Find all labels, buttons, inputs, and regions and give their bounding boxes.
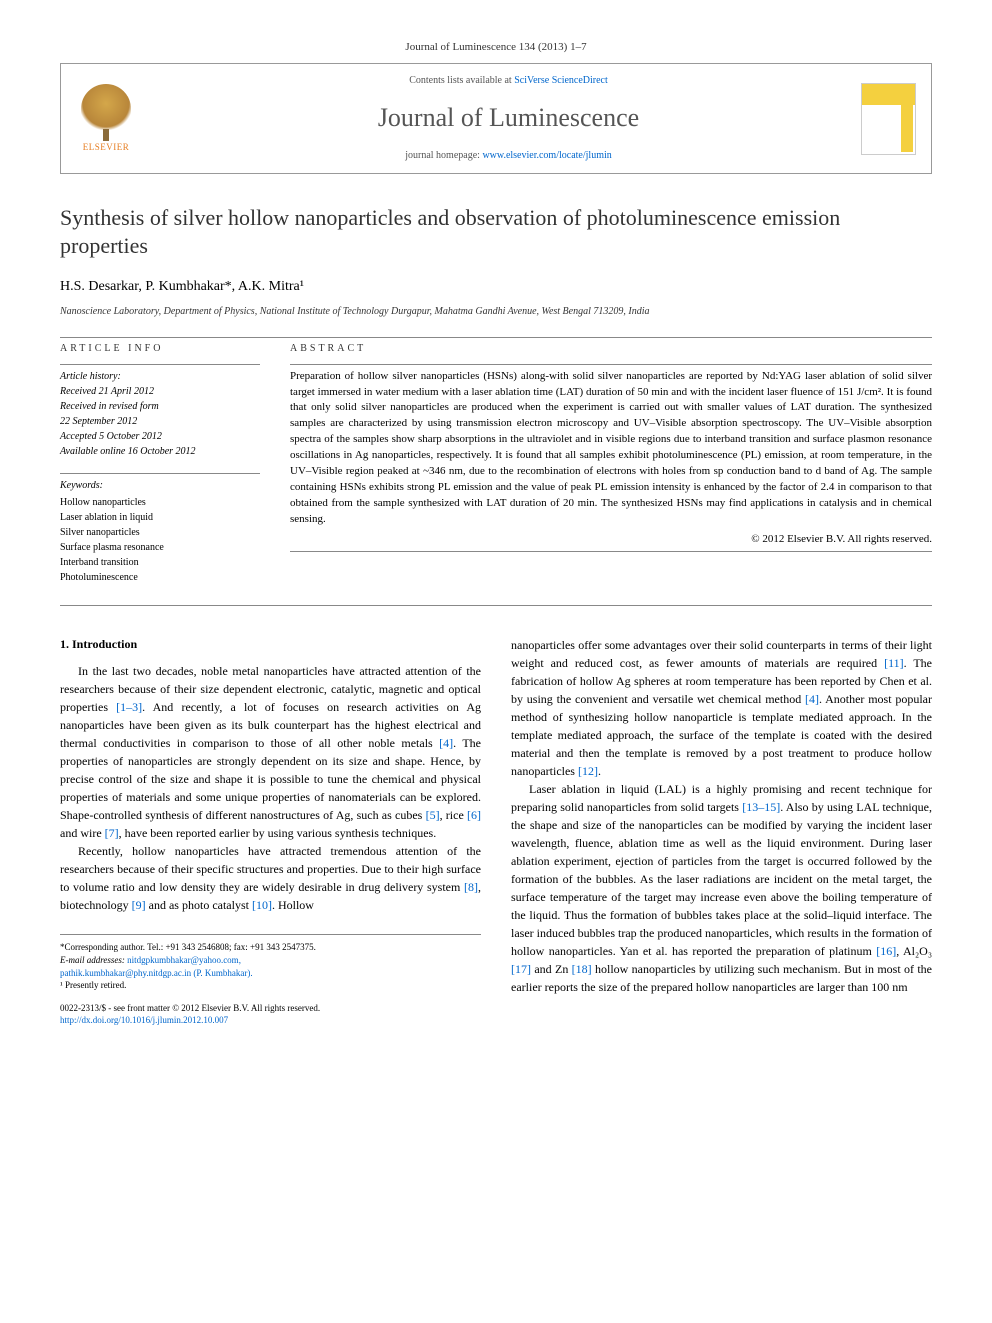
citation-link[interactable]: [12] bbox=[578, 764, 598, 778]
article-history: Article history: Received 21 April 2012 … bbox=[60, 369, 260, 459]
text-run: and as photo catalyst bbox=[146, 898, 252, 912]
received-date: Received 21 April 2012 bbox=[60, 384, 260, 399]
citation-link[interactable]: [7] bbox=[105, 826, 119, 840]
divider bbox=[60, 364, 260, 365]
abstract-heading: ABSTRACT bbox=[290, 342, 932, 356]
revised-label: Received in revised form bbox=[60, 399, 260, 414]
journal-title: Journal of Luminescence bbox=[156, 100, 861, 136]
email-link[interactable]: nitdgpkumbhakar@yahoo.com, bbox=[127, 955, 241, 965]
citation-link[interactable]: [16] bbox=[876, 944, 896, 958]
text-run: . bbox=[598, 764, 601, 778]
citation-link[interactable]: [11] bbox=[884, 656, 904, 670]
homepage-line: journal homepage: www.elsevier.com/locat… bbox=[156, 149, 861, 163]
citation-link[interactable]: [18] bbox=[572, 962, 592, 976]
keyword: Interband transition bbox=[60, 555, 260, 570]
citation-link[interactable]: [4] bbox=[439, 736, 453, 750]
accepted-date: Accepted 5 October 2012 bbox=[60, 429, 260, 444]
citation-link[interactable]: [13–15] bbox=[742, 800, 780, 814]
paragraph: In the last two decades, noble metal nan… bbox=[60, 662, 481, 842]
text-run: and Zn bbox=[531, 962, 572, 976]
citation-link[interactable]: [4] bbox=[805, 692, 819, 706]
text-run: and wire bbox=[60, 826, 105, 840]
contents-prefix: Contents lists available at bbox=[409, 75, 514, 86]
text-run: , rice bbox=[440, 808, 467, 822]
keywords-label: Keywords: bbox=[60, 478, 260, 493]
citation-link[interactable]: [10] bbox=[252, 898, 272, 912]
text-run: . Also by using LAL technique, the shape… bbox=[511, 800, 932, 958]
paragraph: Recently, hollow nanoparticles have attr… bbox=[60, 842, 481, 914]
journal-reference: Journal of Luminescence 134 (2013) 1–7 bbox=[60, 40, 932, 55]
publisher-logo: ELSEVIER bbox=[76, 84, 136, 154]
corresponding-author: *Corresponding author. Tel.: +91 343 254… bbox=[60, 941, 481, 954]
keyword: Photoluminescence bbox=[60, 570, 260, 585]
citation-link[interactable]: [6] bbox=[467, 808, 481, 822]
left-column: 1. Introduction In the last two decades,… bbox=[60, 636, 481, 1027]
revised-date: 22 September 2012 bbox=[60, 414, 260, 429]
divider bbox=[290, 551, 932, 552]
keyword: Laser ablation in liquid bbox=[60, 510, 260, 525]
citation-link[interactable]: [9] bbox=[132, 898, 146, 912]
online-date: Available online 16 October 2012 bbox=[60, 444, 260, 459]
section-heading-intro: 1. Introduction bbox=[60, 636, 481, 653]
email-label: E-mail addresses: bbox=[60, 955, 127, 965]
text-run: Recently, hollow nanoparticles have attr… bbox=[60, 844, 481, 894]
abstract-copyright: © 2012 Elsevier B.V. All rights reserved… bbox=[290, 532, 932, 547]
text-run: , have been reported earlier by using va… bbox=[119, 826, 437, 840]
homepage-link[interactable]: www.elsevier.com/locate/jlumin bbox=[482, 150, 611, 161]
footnotes: *Corresponding author. Tel.: +91 343 254… bbox=[60, 934, 481, 991]
sciencedirect-link[interactable]: SciVerse ScienceDirect bbox=[514, 75, 608, 86]
history-label: Article history: bbox=[60, 369, 260, 384]
citation-link[interactable]: [8] bbox=[464, 880, 478, 894]
text-run: , Al₂O₃ bbox=[896, 944, 932, 958]
email-line: E-mail addresses: nitdgpkumbhakar@yahoo.… bbox=[60, 954, 481, 967]
email-link[interactable]: pathik.kumbhakar@phy.nitdgp.ac.in (P. Ku… bbox=[60, 968, 253, 978]
citation-link[interactable]: [5] bbox=[426, 808, 440, 822]
keyword: Silver nanoparticles bbox=[60, 525, 260, 540]
citation-link[interactable]: [17] bbox=[511, 962, 531, 976]
text-run: . Hollow bbox=[272, 898, 314, 912]
right-column: nanoparticles offer some advantages over… bbox=[511, 636, 932, 1027]
keywords-block: Keywords: Hollow nanoparticles Laser abl… bbox=[60, 478, 260, 585]
keyword: Hollow nanoparticles bbox=[60, 495, 260, 510]
text-run: nanoparticles offer some advantages over… bbox=[511, 638, 932, 670]
paragraph: Laser ablation in liquid (LAL) is a high… bbox=[511, 780, 932, 996]
article-title: Synthesis of silver hollow nanoparticles… bbox=[60, 204, 932, 261]
retired-note: ¹ Presently retired. bbox=[60, 979, 481, 992]
authors-line: H.S. Desarkar, P. Kumbhakar*, A.K. Mitra… bbox=[60, 277, 932, 297]
divider bbox=[290, 364, 932, 365]
homepage-prefix: journal homepage: bbox=[405, 150, 482, 161]
elsevier-tree-icon bbox=[81, 84, 131, 133]
contents-line: Contents lists available at SciVerse Sci… bbox=[156, 74, 861, 88]
article-info-heading: ARTICLE INFO bbox=[60, 342, 260, 356]
front-matter-line: 0022-2313/$ - see front matter © 2012 El… bbox=[60, 1002, 481, 1015]
journal-cover-thumbnail bbox=[861, 83, 916, 155]
affiliation: Nanoscience Laboratory, Department of Ph… bbox=[60, 305, 932, 319]
journal-info-box: ELSEVIER Contents lists available at Sci… bbox=[60, 63, 932, 173]
abstract-text: Preparation of hollow silver nanoparticl… bbox=[290, 369, 932, 528]
doi-link[interactable]: http://dx.doi.org/10.1016/j.jlumin.2012.… bbox=[60, 1014, 481, 1027]
keyword: Surface plasma resonance bbox=[60, 540, 260, 555]
footer-copyright: 0022-2313/$ - see front matter © 2012 El… bbox=[60, 1002, 481, 1027]
publisher-name: ELSEVIER bbox=[83, 141, 130, 154]
divider bbox=[60, 473, 260, 474]
citation-link[interactable]: [1–3] bbox=[116, 700, 142, 714]
divider bbox=[60, 337, 932, 338]
divider bbox=[60, 605, 932, 606]
paragraph: nanoparticles offer some advantages over… bbox=[511, 636, 932, 780]
